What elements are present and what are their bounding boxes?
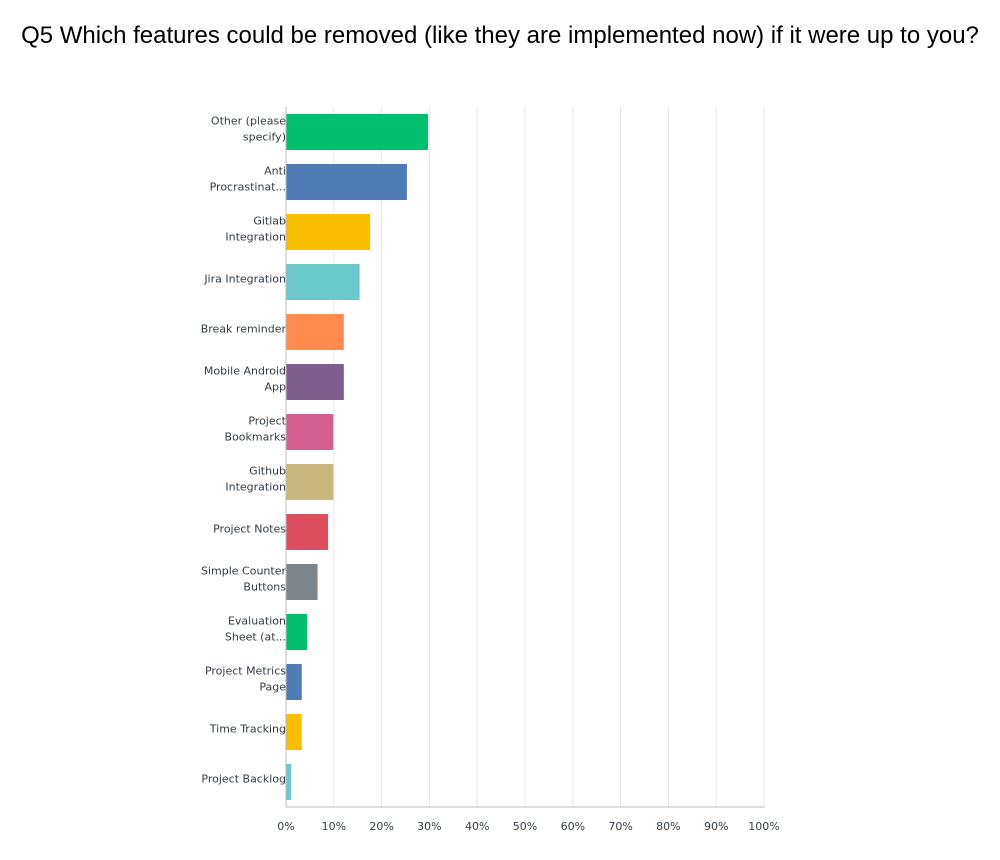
x-tick-label: 60%	[560, 820, 586, 833]
bar	[286, 764, 292, 800]
category-label: Evaluation Sheet (at...	[224, 614, 286, 644]
bar	[286, 614, 308, 650]
category-label: Project Bookmarks	[224, 414, 286, 444]
x-tick-label: 80%	[656, 820, 681, 833]
bar	[286, 714, 302, 750]
bar	[286, 314, 344, 350]
category-label: Jira Integration	[204, 272, 286, 286]
x-tick-label: 20%	[369, 820, 394, 833]
bar	[286, 164, 407, 200]
category-label: Gitlab Integration	[225, 214, 286, 244]
x-tick-label: 40%	[464, 820, 490, 833]
bar	[286, 264, 360, 300]
axes	[285, 107, 764, 808]
gridlines	[333, 107, 765, 807]
bar	[286, 464, 334, 500]
bar	[286, 364, 344, 400]
bar	[286, 114, 428, 150]
category-label: Github Integration	[225, 464, 286, 494]
bar	[286, 214, 371, 250]
x-tick-label: 10%	[321, 820, 347, 833]
x-tick-label: 70%	[608, 820, 633, 833]
bar	[286, 664, 302, 700]
x-tick-label: 90%	[703, 820, 729, 833]
category-label: Mobile Android App	[203, 364, 286, 394]
category-label: Simple Counter Buttons	[200, 564, 286, 594]
category-label: Project Metrics Page	[204, 664, 286, 694]
bar	[286, 514, 329, 550]
category-label: Break reminder	[200, 322, 286, 336]
x-tick-label: 50%	[512, 820, 538, 833]
category-label: Anti Procrastinat...	[209, 164, 286, 194]
x-tick-label: 100%	[748, 820, 780, 833]
chart-title: Q5 Which features could be removed (like…	[21, 22, 979, 49]
x-tick-label: 30%	[417, 820, 442, 833]
category-label: Other (please specify)	[210, 114, 286, 144]
category-label: Time Tracking	[209, 722, 286, 736]
bar	[286, 564, 318, 600]
category-label: Project Notes	[213, 522, 286, 536]
bar	[286, 414, 334, 450]
bars	[286, 114, 428, 800]
category-label: Project Backlog	[201, 772, 286, 786]
x-tick-label: 0%	[277, 820, 295, 833]
